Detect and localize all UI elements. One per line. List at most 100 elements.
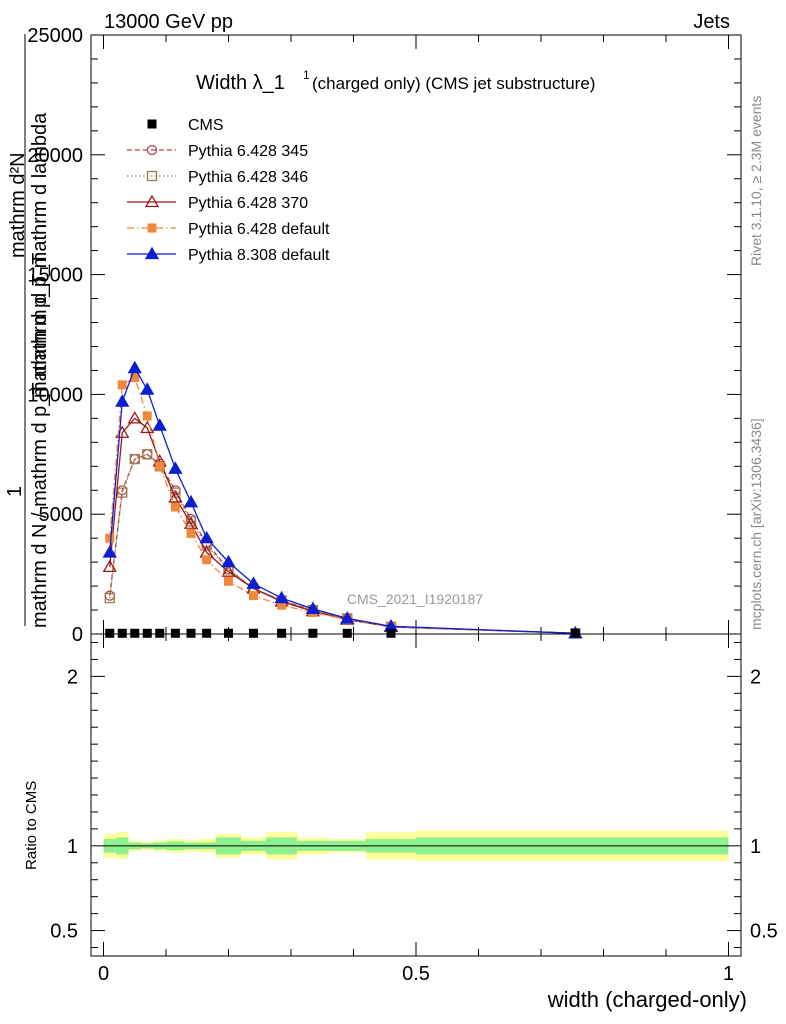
data-point: [202, 628, 212, 638]
ratio-ytick-label: 0.5: [50, 921, 78, 943]
data-point: [570, 628, 580, 638]
legend-label: Pythia 6.428 346: [188, 169, 308, 186]
legend-item: Pythia 6.428 345: [127, 143, 308, 160]
data-point: [202, 555, 212, 565]
header-jets: Jets: [693, 11, 730, 33]
data-point: [127, 411, 142, 424]
ratio-ytick-label-right: 0.5: [750, 921, 778, 943]
data-point: [127, 360, 142, 374]
data-point: [277, 600, 287, 610]
data-point: [246, 576, 261, 589]
rivet-label: Rivet 3.1.10, ≥ 2.3M events: [748, 96, 764, 266]
main-series: [102, 360, 583, 639]
legend-item: Pythia 6.428 346: [127, 169, 308, 186]
data-point: [186, 628, 196, 638]
main-ytick-label: 10000: [27, 384, 83, 406]
main-title-rest: (charged only) (CMS jet substructure): [312, 74, 595, 93]
legend-label: CMS: [188, 117, 224, 134]
data-point: [168, 490, 183, 503]
series-pythia-6-428-370: [102, 411, 583, 639]
data-point: [105, 533, 115, 543]
data-point: [249, 628, 258, 638]
mcplots-label: mcplots.cern.ch [arXiv:1306.3436]: [748, 418, 764, 630]
legend-marker: [146, 144, 158, 156]
legend-label: Pythia 8.308 default: [188, 247, 330, 264]
main-ytick-label: 5000: [39, 504, 84, 526]
ratio-plot: 0.5 0.5 1 1 2 2 0 0.5 1 Ratio to CMS width (char…: [23, 633, 778, 1012]
main-ytick-label: 25000: [27, 25, 83, 47]
data-point: [104, 592, 115, 604]
ratio-ytick-label: 1: [67, 836, 78, 858]
main-ylabel-line1: mathrm d²N: [7, 152, 29, 258]
main-ytick-label: 15000: [27, 265, 83, 287]
data-point: [340, 611, 355, 624]
data-point: [170, 502, 180, 512]
data-point: [102, 545, 117, 558]
main-title-text: Width λ_1: [196, 72, 285, 94]
data-point: [129, 453, 140, 465]
legend-item: Pythia 8.308 default: [127, 246, 330, 264]
legend: CMS Pythia 6.428 345 Pythia 6.428 346 Pythi…: [127, 117, 330, 264]
main-ytick-label: 20000: [27, 145, 83, 167]
series-pythia-8-308-default: [102, 360, 583, 639]
x-tick-label: 0: [98, 963, 109, 985]
data-point: [277, 628, 287, 638]
data-point: [183, 516, 199, 529]
legend-label: Pythia 6.428 default: [188, 221, 330, 238]
data-point: [221, 564, 236, 577]
legend-label: Pythia 6.428 345: [188, 143, 308, 160]
series-cms: [105, 628, 580, 638]
main-ylabel-line3: 1: [4, 486, 26, 497]
data-point: [274, 590, 289, 604]
data-point: [155, 628, 165, 638]
main-ylabel-line2: mathrm d p_T mathrm d lambda: [29, 112, 51, 398]
data-point: [183, 494, 199, 508]
x-tick-label: 1: [723, 963, 734, 985]
series-line: [109, 453, 576, 634]
data-point: [140, 382, 155, 395]
ratio-frame: [90, 633, 742, 957]
legend-item: CMS: [147, 117, 224, 134]
data-point: [142, 628, 152, 638]
ratio-ytick-label-right: 2: [750, 666, 761, 688]
data-point: [130, 628, 140, 638]
main-ytick-label: 0: [72, 624, 83, 646]
data-point: [170, 628, 180, 638]
data-point: [221, 554, 236, 568]
data-point: [117, 487, 128, 498]
ratio-ticks: 0.5 0.5 1 1 2 2 0 0.5 1: [50, 634, 778, 985]
header-energy: 13000 GeV pp: [104, 11, 233, 33]
legend-marker: [146, 170, 158, 182]
x-tick-label: 0.5: [402, 963, 430, 985]
main-plot: 0 5000 10000 15000 20000 25000 CMS_2021_I1920…: [4, 25, 742, 646]
main-ticks: 0 5000 10000 15000 20000 25000: [27, 25, 741, 646]
series-pythia-6-428-345: [104, 449, 581, 639]
main-ylabel-line4: mathrm d N / mathrm d p_T mathrm d p_T: [29, 253, 51, 628]
main-watermark: CMS_2021_I1920187: [347, 591, 483, 607]
data-point: [386, 628, 396, 638]
legend-marker: [147, 119, 157, 129]
main-title-sup: 1: [303, 68, 310, 82]
x-axis-label: width (charged-only): [547, 987, 747, 1012]
main-title: Width λ_1 1 (charged only) (CMS jet subs…: [196, 68, 595, 94]
ratio-ylabel: Ratio to CMS: [23, 781, 40, 870]
data-point: [142, 449, 153, 460]
ratio-ytick-label-right: 1: [750, 836, 761, 858]
data-point: [155, 461, 165, 471]
legend-marker: [144, 246, 160, 260]
data-point: [115, 394, 130, 407]
data-point: [305, 601, 320, 614]
ratio-ytick-label: 2: [67, 666, 78, 688]
data-point: [130, 373, 140, 383]
legend-marker: [144, 194, 160, 208]
legend-marker: [147, 223, 157, 233]
main-ylabel: mathrm d²N mathrm d p_T mathrm d lambda …: [4, 34, 51, 628]
data-point: [224, 628, 233, 638]
data-point: [168, 461, 183, 474]
series-line: [109, 417, 576, 634]
legend-item: Pythia 6.428 370: [127, 194, 308, 212]
data-point: [186, 528, 196, 538]
legend-label: Pythia 6.428 370: [188, 195, 308, 212]
data-point: [102, 559, 117, 573]
